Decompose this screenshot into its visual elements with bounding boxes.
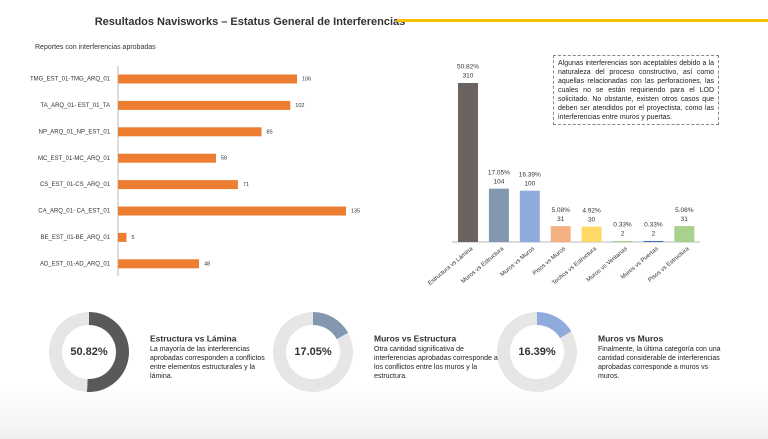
y-tick-label: AD_EST_01-AD_ARQ_01 — [40, 261, 111, 267]
donut-segment — [48, 312, 89, 392]
value-label: 71 — [243, 182, 249, 188]
value-label: 310 — [463, 73, 474, 80]
donut-segment — [313, 312, 349, 340]
y-tick-label: CA_ARQ_01- CA_EST_01 — [38, 209, 110, 215]
y-tick-label: BE_EST_01-BE_ARQ_01 — [41, 235, 111, 241]
value-label: 31 — [557, 216, 565, 223]
value-label: 135 — [351, 208, 360, 214]
percentage-label: 17.05% — [488, 169, 510, 176]
value-label: 2 — [652, 231, 656, 238]
percentage-label: 4.92% — [582, 207, 601, 214]
bar — [118, 153, 216, 163]
donut-segment — [273, 312, 353, 393]
bar — [519, 190, 540, 242]
donut-segment — [497, 312, 577, 392]
bar — [118, 127, 262, 137]
value-label: 30 — [588, 216, 596, 223]
donut-description: La mayoría de las interferencias aprobad… — [150, 346, 265, 380]
donut-description: Otra cantidad significativa de interfere… — [374, 346, 498, 380]
bar — [118, 232, 127, 242]
bar — [612, 240, 633, 242]
donut-segment — [537, 312, 572, 339]
bar — [643, 240, 664, 242]
donut-title: Muros vs Estructura — [374, 333, 456, 343]
percentage-label: 50.82% — [457, 64, 479, 71]
percentage-label: 5.08% — [675, 207, 694, 214]
bar — [550, 226, 571, 242]
bar — [118, 74, 298, 84]
value-label: 48 — [204, 261, 210, 267]
x-tick-label: Muros vs Muros — [500, 246, 537, 278]
bar — [118, 180, 238, 190]
value-label: 104 — [493, 178, 504, 185]
center-label: 16.39% — [518, 346, 556, 358]
value-label: 58 — [221, 156, 227, 162]
y-tick-label: NP_ARQ_01_NP_EST_01 — [39, 129, 111, 135]
bar — [118, 100, 291, 110]
percentage-label: 0.33% — [613, 222, 632, 229]
value-label: 2 — [621, 231, 625, 238]
value-label: 100 — [524, 180, 535, 187]
bar — [581, 226, 602, 242]
y-tick-label: MC_EST_01-MC_ARQ_01 — [38, 156, 111, 162]
y-tick-label: CS_EST_01-CS_ARQ_01 — [40, 182, 111, 188]
percentage-label: 5.08% — [551, 207, 570, 214]
y-tick-label: TA_ARQ_01- EST_01_TA — [41, 103, 110, 109]
bar — [118, 259, 200, 269]
donut-title: Estructura vs Lámina — [150, 333, 237, 343]
center-label: 50.82% — [70, 346, 108, 358]
page-title: Resultados Navisworks – Estatus General … — [95, 16, 406, 28]
value-label: 85 — [267, 129, 273, 135]
bar — [488, 188, 509, 242]
value-label: 5 — [131, 235, 134, 241]
note: Algunas interferencias son aceptables de… — [553, 55, 719, 125]
value-label: 106 — [302, 76, 311, 82]
title-rule — [397, 19, 768, 22]
bar — [674, 226, 695, 242]
value-label: 102 — [295, 103, 304, 109]
center-label: 17.05% — [294, 346, 332, 358]
bar — [118, 206, 346, 216]
bar — [458, 83, 478, 242]
percentage-label: 16.39% — [519, 171, 541, 178]
donut-title: Muros vs Muros — [598, 333, 663, 343]
percentage-label: 0.33% — [644, 222, 663, 229]
donut-segment — [86, 312, 129, 393]
chart-title: Reportes con interferencias aprobadas — [35, 44, 156, 51]
donut-description: Finalmente, la última categoría con una … — [598, 346, 721, 380]
y-tick-label: TMG_EST_01-TMG_ARQ_01 — [30, 77, 111, 83]
value-label: 31 — [681, 216, 689, 223]
